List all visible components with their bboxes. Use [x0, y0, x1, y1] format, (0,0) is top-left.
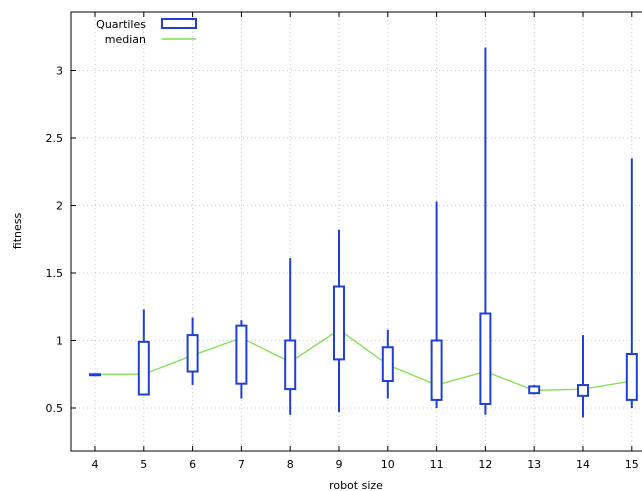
box-x-9 [333, 229, 345, 413]
quartile-box [381, 346, 394, 382]
quartile-box [528, 385, 541, 395]
legend-swatch-quartiles [161, 18, 197, 29]
y-tick-label: 1 [56, 335, 63, 348]
legend-label-median: median [105, 33, 146, 46]
median-line [95, 328, 632, 392]
x-tick-label: 9 [336, 458, 343, 471]
box-x-15 [625, 158, 638, 408]
quartile-box [235, 324, 248, 385]
x-tick-label: 8 [287, 458, 294, 471]
x-tick-label: 5 [140, 458, 147, 471]
quartile-box [186, 334, 199, 373]
quartile-box [89, 373, 101, 377]
quartile-box [625, 353, 638, 401]
box-x-5 [137, 309, 150, 396]
x-axis-ticks: 4 5 6 7 8 9 10 11 12 13 14 15 [92, 12, 639, 471]
y-tick-label: 1.5 [46, 267, 64, 280]
box-x-11 [430, 201, 443, 408]
x-tick-label: 7 [238, 458, 245, 471]
x-tick-label: 4 [92, 458, 99, 471]
box-x-7 [235, 320, 248, 399]
box-x-13 [528, 385, 541, 395]
x-tick-label: 11 [430, 458, 444, 471]
quartile-box [430, 339, 443, 401]
x-tick-label: 12 [478, 458, 492, 471]
boxes-layer [89, 47, 638, 418]
median-line-layer [95, 328, 632, 392]
y-tick-label: 2.5 [46, 132, 64, 145]
x-tick-label: 10 [381, 458, 395, 471]
box-x-8 [284, 258, 297, 415]
y-axis-label: fitness [11, 213, 24, 250]
quartile-box [479, 312, 492, 405]
box-x-6 [186, 317, 199, 386]
box-x-10 [381, 329, 394, 399]
quartile-box [333, 285, 345, 361]
x-tick-label: 13 [527, 458, 541, 471]
box-x-12 [479, 47, 492, 415]
grid-lines [71, 12, 642, 451]
y-tick-label: 0.5 [46, 402, 64, 415]
plot-frame [70, 11, 642, 452]
quartile-box [577, 384, 589, 397]
quartile-box [284, 339, 297, 391]
y-tick-label: 2 [56, 200, 63, 213]
box-x-14 [577, 335, 589, 418]
x-tick-label: 15 [625, 458, 639, 471]
x-tick-label: 6 [189, 458, 196, 471]
legend: Quartiles median [96, 18, 197, 46]
box-x-4 [89, 373, 101, 377]
quartile-box [137, 340, 150, 396]
legend-label-quartiles: Quartiles [96, 18, 146, 31]
x-tick-label: 14 [576, 458, 590, 471]
x-axis-label: robot size [329, 479, 383, 491]
y-tick-label: 3 [56, 65, 63, 78]
y-axis-ticks: 0.5 1 1.5 2 2.5 3 [46, 65, 76, 415]
